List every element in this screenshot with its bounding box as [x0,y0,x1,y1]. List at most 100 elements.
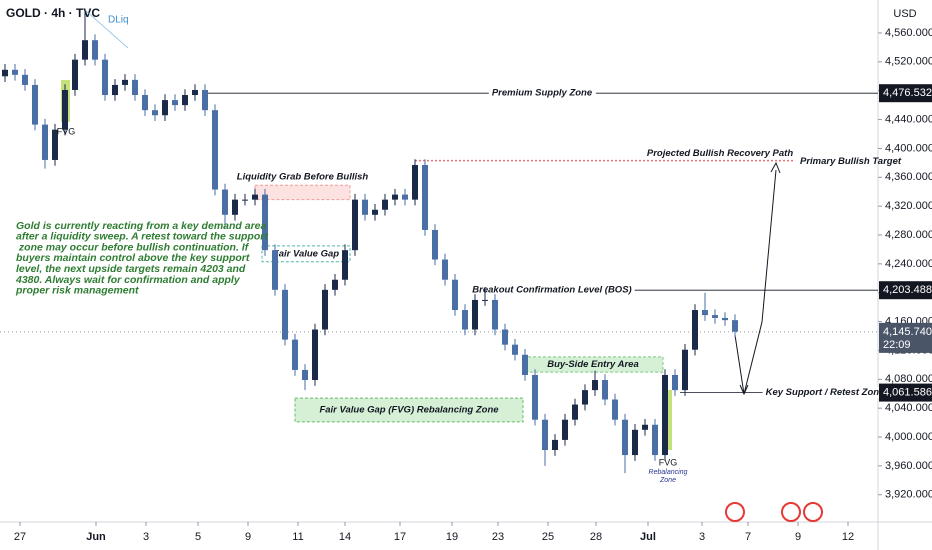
candle [112,79,118,101]
x-tick-label: 28 [590,531,602,543]
x-tick-label: 27 [14,531,26,543]
candle [642,418,648,436]
x-tick-label: 14 [339,531,351,543]
candle-body [522,354,528,375]
candle [612,393,618,426]
candle [12,63,18,81]
zone-box [294,397,524,423]
candle-body [512,344,518,355]
candle-body [182,95,188,106]
candle [602,374,608,406]
candle [42,118,48,169]
price-tag [879,322,932,353]
candle-body [2,69,8,77]
candle [192,84,198,101]
candle [172,94,178,111]
candle-body [92,40,98,60]
candle-body [322,289,328,330]
x-tick-label: 11 [292,531,303,543]
zone-box [254,184,351,201]
x-tick-label: 25 [542,531,554,543]
note-line: proper risk management [15,285,139,297]
candle-body [32,84,38,125]
candle-body [392,194,398,200]
y-tick-label: 4,240.000 [885,258,932,270]
candle [702,292,708,321]
candle [142,89,148,116]
event-icon[interactable] [803,502,823,522]
candle-body [282,289,288,340]
candle [472,294,478,336]
candle [652,418,658,461]
x-tick-label: 3 [699,531,705,543]
candle [422,159,428,236]
candle-body [652,424,658,456]
candle-body [192,89,198,96]
candle [552,434,558,456]
candle [492,294,498,336]
candle [622,413,628,474]
candle-body [272,250,278,290]
x-tick-label: 17 [394,531,406,543]
candle-body [692,310,698,350]
candle [32,79,38,131]
price-tag-label: 4,203.488 [883,284,932,296]
candle [332,273,338,296]
candle-body [152,110,158,116]
candle [592,370,598,396]
candle [382,193,388,216]
candle [582,384,588,411]
candle-body [732,320,738,332]
candle-body [562,419,568,440]
candle [122,74,128,91]
price-tag-label: 4,061.586 [883,386,932,398]
label-bg [488,87,596,99]
candle-body [632,429,638,456]
candle-body [572,404,578,420]
candle-body [142,95,148,111]
dliq-line [84,9,129,49]
candle [412,159,418,206]
candle-body [82,40,88,60]
candle-body [12,69,18,75]
candle-body [612,399,618,420]
candle-body [222,189,228,215]
candle-body [102,59,108,96]
candle-body [712,315,718,318]
candle [362,193,368,221]
candle [572,398,578,426]
event-icon[interactable] [781,502,801,522]
y-tick-label: 4,520.000 [885,56,932,68]
y-tick-label: 4,360.000 [885,171,932,183]
candle-body [472,299,478,330]
y-tick-label: 3,920.000 [885,489,932,501]
arrow-head [770,161,781,174]
candle-body [552,439,558,451]
candle [282,284,288,346]
candle-body [402,194,408,200]
fvg-label: FVG [57,126,76,136]
candle-body [702,310,708,316]
zone-label: Fair Value Gap [273,248,339,259]
candle [402,188,408,206]
candle [2,63,8,83]
candle [712,309,718,324]
candle [242,193,248,206]
candle [212,104,218,196]
note-line: level, the next upside targets remain 42… [16,263,246,275]
candle-body [342,250,348,280]
candle-body [682,349,688,391]
candle [222,183,228,228]
candle [632,424,638,461]
rebalancing-label: Zone [659,477,676,484]
candle [512,338,518,361]
candle [302,364,308,391]
candle-body [232,199,238,215]
candle-body [352,199,358,251]
event-icon[interactable] [725,502,745,522]
candle-body [42,124,48,160]
candle [672,369,678,396]
x-tick-label: 9 [795,531,801,543]
zone-label: Buy-Side Entry Area [547,359,639,370]
candle-body [332,279,338,290]
